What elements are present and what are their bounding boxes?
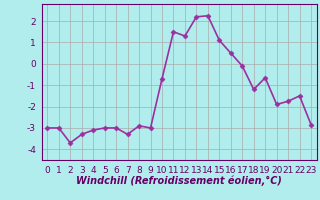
X-axis label: Windchill (Refroidissement éolien,°C): Windchill (Refroidissement éolien,°C) <box>76 176 282 186</box>
